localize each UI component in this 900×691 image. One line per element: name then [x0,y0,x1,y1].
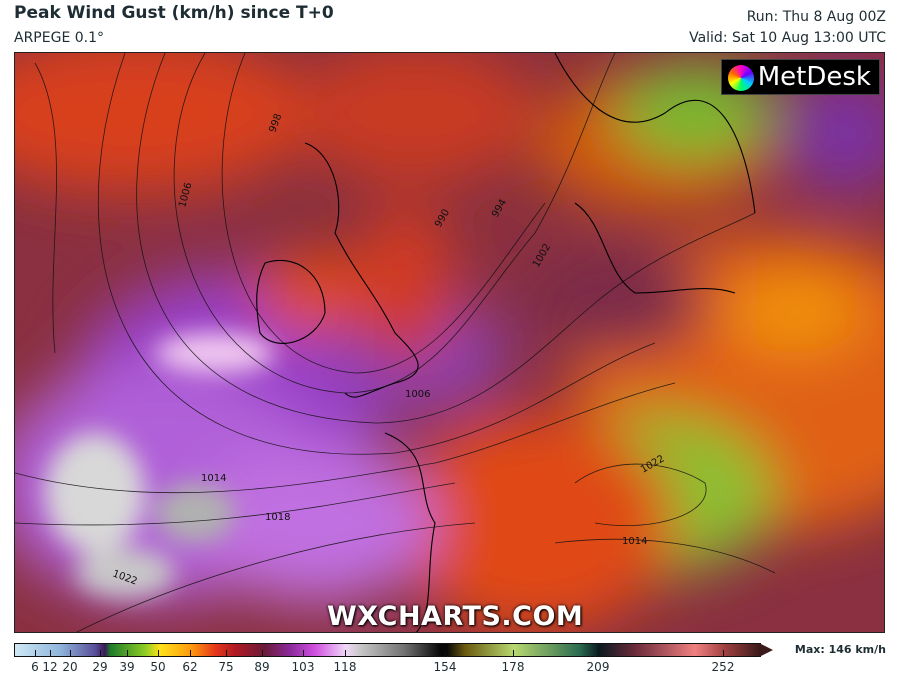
colorbar-tick-label: 89 [254,660,270,674]
colorbar-arrow [759,643,773,657]
colorbar-tick-mark [723,650,724,656]
colorbar-tick-mark [35,650,36,656]
colorbar-tick-mark [262,650,263,656]
coastlines [256,53,756,632]
colorbar-tick-mark [127,650,128,656]
map-field: 998 1006 990 994 1002 1006 1014 1018 102… [15,53,884,632]
colorbar-tick-label: 103 [291,660,315,674]
isobar-label: 1014 [201,473,226,484]
chart-title: Peak Wind Gust (km/h) since T+0 [14,3,334,23]
logo-text: MetDesk [757,62,871,92]
colorbar-tick-mark [158,650,159,656]
colorbar-tick-mark [598,650,599,656]
valid-time: Valid: Sat 10 Aug 13:00 UTC [689,30,886,46]
colorbar-tick-label: 39 [119,660,135,674]
colorbar-tick-label: 178 [501,660,525,674]
colorbar-tick-label: 118 [333,660,357,674]
colorbar-tick-label: 12 [42,660,58,674]
colorbar-tick-label: 154 [433,660,457,674]
colorbar-tick-label: 252 [711,660,735,674]
metdesk-logo-icon [727,65,754,91]
colorbar-tick-mark [303,650,304,656]
colorbar-tick-label: 29 [92,660,108,674]
wind-gust-map[interactable]: 998 1006 990 994 1002 1006 1014 1018 102… [14,52,885,633]
colorbar-tick-label: 20 [62,660,78,674]
isobar-label: 1018 [265,512,290,523]
max-gust-label: Max: 146 km/h [794,643,886,656]
colorbar-tick-mark [190,650,191,656]
colorbar-tick-label: 62 [182,660,198,674]
colorbar-tick-label: 50 [150,660,166,674]
colorbar-tick-label: 75 [218,660,234,674]
metdesk-logo: MetDesk [720,59,880,95]
colorbar-tick-mark [70,650,71,656]
colorbar-tick-mark [50,650,51,656]
isobar-label: 1014 [622,536,647,547]
colorbar-tick-mark [345,650,346,656]
isobars [15,53,776,632]
isobar-label: 1006 [405,389,430,400]
colorbar-tick-mark [445,650,446,656]
run-time: Run: Thu 8 Aug 00Z [746,9,886,25]
model-label: ARPEGE 0.1° [14,30,105,46]
colorbar-tick-mark [226,650,227,656]
watermark: WXCHARTS.COM [327,601,584,632]
colorbar-tick-mark [513,650,514,656]
colorbar-tick-mark [100,650,101,656]
colorbar-tick-label: 209 [586,660,610,674]
colorbar-tick-label: 6 [31,660,39,674]
